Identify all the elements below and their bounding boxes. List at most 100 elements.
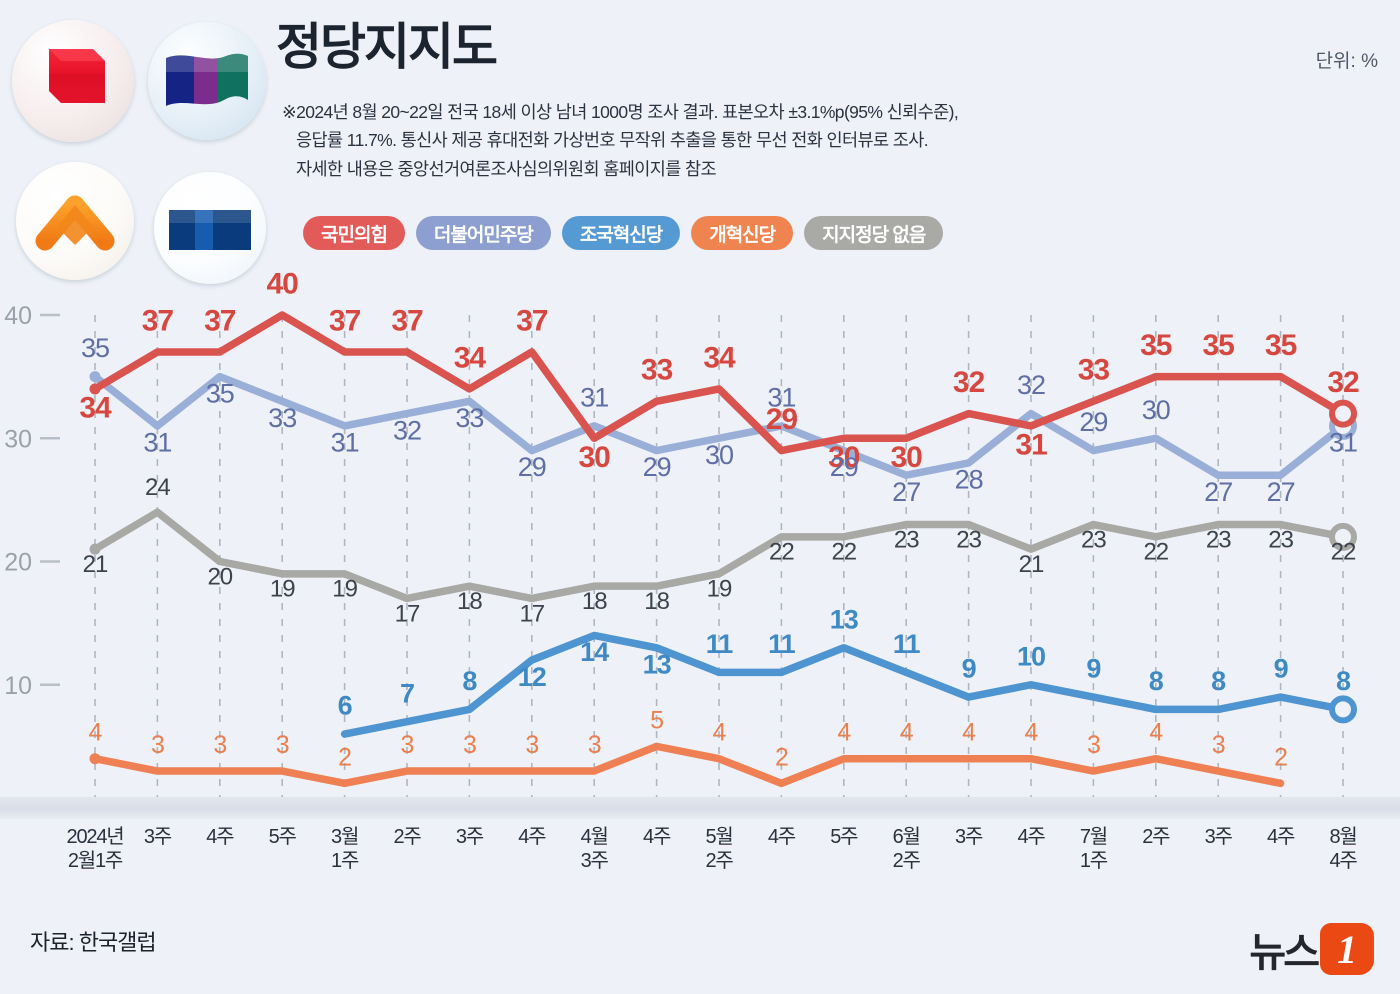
data-label-s2-p14: 9 <box>962 654 977 684</box>
data-label-s4-p14: 23 <box>956 526 981 553</box>
data-label-s1-p14: 28 <box>955 465 983 495</box>
data-label-s4-p17: 22 <box>1143 539 1168 566</box>
y-axis-label-40: 40 <box>4 302 32 330</box>
y-axis-label-10: 10 <box>4 672 32 700</box>
x-axis-label-bottom-16: 1주 <box>1079 849 1108 872</box>
x-axis-label-top-0: 2024년 <box>66 826 125 848</box>
data-label-s1-p5: 32 <box>393 415 421 445</box>
series-line-3 <box>91 742 1285 788</box>
data-label-s4-p20: 22 <box>1331 539 1356 566</box>
data-label-s2-p16: 9 <box>1086 654 1101 684</box>
data-label-s0-p2: 37 <box>204 304 236 337</box>
unit-label: 단위: % <box>1315 51 1378 72</box>
data-label-s0-p20: 32 <box>1327 366 1359 399</box>
data-label-s2-p7: 12 <box>518 662 546 692</box>
x-axis-label-15: 4주 <box>976 826 1086 850</box>
x-axis-label-8: 4월 3주 <box>539 826 649 873</box>
data-label-s3-p13: 4 <box>900 719 914 747</box>
series-line-0 <box>91 311 1347 455</box>
data-label-s1-p1: 31 <box>143 428 171 458</box>
data-label-s0-p14: 32 <box>953 366 985 399</box>
data-label-s3-p15: 4 <box>1025 719 1039 747</box>
legend-item-1: 더불어민주당 <box>415 216 551 250</box>
y-axis-label-20: 20 <box>4 549 32 577</box>
x-axis-label-20: 8월 4주 <box>1288 826 1398 873</box>
data-label-s1-p11: 31 <box>767 382 795 412</box>
methodology-line-1: ※2024년 8월 20~22일 전국 18세 이상 남녀 1000명 조사 결… <box>282 102 959 122</box>
news1-logo: 뉴스 1 <box>1249 920 1374 978</box>
legend-item-2: 조국혁신당 <box>561 216 681 250</box>
data-label-s4-p10: 19 <box>707 576 732 603</box>
x-axis-label-14: 3주 <box>914 826 1024 850</box>
data-label-s4-p1: 24 <box>145 474 170 501</box>
x-axis-label-top-16: 7월 <box>1079 826 1108 848</box>
x-axis-label-bottom-10: 2주 <box>705 849 733 872</box>
data-label-s4-p13: 23 <box>894 526 919 553</box>
x-axis-label-top-2: 4주 <box>206 826 234 848</box>
data-label-s4-p19: 23 <box>1268 526 1293 553</box>
x-axis-label-17: 2주 <box>1101 826 1211 850</box>
series-end-marker-2 <box>1329 695 1357 724</box>
x-axis-label-top-15: 4주 <box>1017 826 1045 848</box>
y-axis-label-30: 30 <box>4 425 32 453</box>
methodology-line-2: 응답률 11.7%. 통신사 제공 휴대전화 가상번호 무작위 추출을 통한 무… <box>296 130 929 151</box>
data-label-s4-p15: 21 <box>1019 551 1044 578</box>
data-label-s0-p9: 33 <box>641 354 673 387</box>
data-label-s3-p7: 3 <box>525 731 538 759</box>
data-label-s4-p3: 19 <box>270 576 295 603</box>
page-title: 정당지지도 <box>276 19 498 75</box>
data-label-s3-p16: 3 <box>1087 731 1100 759</box>
data-label-s0-p7: 37 <box>516 304 548 337</box>
data-label-s0-p16: 33 <box>1078 354 1110 387</box>
data-label-s2-p4: 6 <box>338 691 353 721</box>
data-label-s3-p2: 3 <box>213 731 226 759</box>
data-label-s0-p19: 35 <box>1265 329 1297 362</box>
data-label-s1-p4: 31 <box>331 428 359 458</box>
x-axis-label-top-12: 5주 <box>830 826 858 848</box>
data-label-s0-p18: 35 <box>1203 329 1235 362</box>
data-label-s3-p5: 3 <box>401 731 414 759</box>
data-label-s1-p12: 29 <box>830 452 858 482</box>
data-label-s1-p17: 30 <box>1142 395 1170 425</box>
data-label-s4-p9: 18 <box>644 588 669 615</box>
x-axis-label-3: 5주 <box>227 826 337 850</box>
data-label-s1-p9: 29 <box>643 452 671 482</box>
data-label-s0-p0: 34 <box>79 391 112 424</box>
series-line-2 <box>340 631 1347 738</box>
data-label-s1-p16: 29 <box>1079 407 1107 437</box>
x-axis-label-7: 4주 <box>477 826 587 850</box>
x-axis-label-6: 3주 <box>414 826 524 850</box>
data-label-s3-p4: 2 <box>338 743 351 771</box>
x-axis-labels: 2024년 2월1주 3주 4주 5주 3월 1주 2주 3주 4주 4월 3주 4주 5월 2주 4주 5주 6… <box>0 826 1400 896</box>
x-axis-label-10: 5월 2주 <box>664 826 774 873</box>
data-label-s3-p17: 4 <box>1149 719 1163 747</box>
data-label-s2-p11: 11 <box>768 629 796 659</box>
x-axis-label-top-1: 3주 <box>143 826 172 848</box>
series-start-dot-3 <box>89 753 101 765</box>
series-line-1 <box>91 372 1347 479</box>
data-label-s1-p18: 27 <box>1204 477 1232 507</box>
data-label-s3-p9: 5 <box>650 706 663 734</box>
x-axis-label-11: 4주 <box>726 826 836 850</box>
x-axis-label-top-20: 8월 <box>1329 826 1357 848</box>
data-label-s2-p15: 10 <box>1017 641 1045 671</box>
x-axis-label-top-19: 4주 <box>1267 826 1295 848</box>
data-label-s1-p2: 35 <box>206 378 234 408</box>
data-label-s2-p19: 9 <box>1274 654 1289 684</box>
series-start-dot-4 <box>89 543 101 555</box>
data-label-s0-p5: 37 <box>391 304 423 337</box>
data-label-s3-p18: 3 <box>1212 731 1225 759</box>
x-axis-label-bottom-13: 2주 <box>892 849 921 872</box>
x-axis-label-top-11: 4주 <box>767 826 796 848</box>
series-start-dot-1 <box>89 371 101 383</box>
data-label-s3-p14: 4 <box>962 719 976 747</box>
x-axis-label-bottom-4: 1주 <box>331 849 359 872</box>
news1-logo-text: 뉴스 <box>1249 931 1320 975</box>
data-label-s0-p12: 30 <box>828 441 860 474</box>
data-label-s0-p3: 40 <box>267 272 299 300</box>
methodology-note: ※2024년 8월 20~22일 전국 18세 이상 남녀 1000명 조사 결… <box>282 98 1292 183</box>
x-axis-label-top-17: 2주 <box>1142 826 1170 848</box>
data-label-s0-p6: 34 <box>454 341 487 374</box>
data-label-s1-p6: 33 <box>455 403 483 433</box>
